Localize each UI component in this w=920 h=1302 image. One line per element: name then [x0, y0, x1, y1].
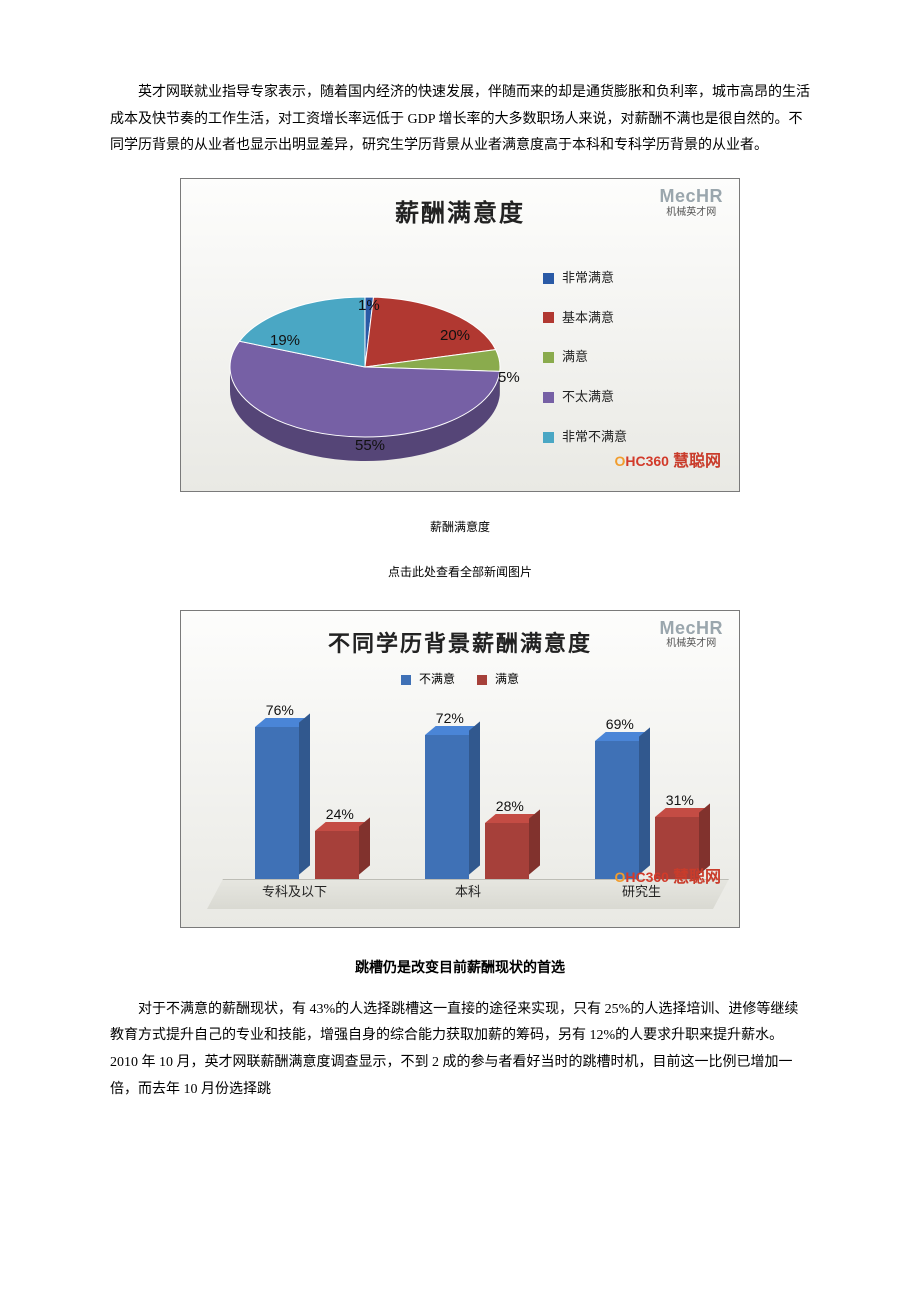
brand-logo-en: MecHR — [659, 619, 723, 639]
bar: 69% — [595, 741, 639, 879]
bar: 31% — [655, 817, 699, 879]
pie-caption: 薪酬满意度 — [110, 516, 810, 539]
legend-item: 基本满意 — [543, 306, 627, 331]
legend-label: 满意 — [495, 668, 519, 691]
bar: 72% — [425, 735, 469, 879]
body-paragraph-2: 对于不满意的薪酬现状，有 43%的人选择跳槽这一直接的途径来实现，只有 25%的… — [110, 997, 810, 1103]
legend-item: 满意 — [543, 345, 627, 370]
x-category-label: 本科 — [455, 880, 481, 905]
legend-label: 满意 — [562, 345, 588, 370]
bar-value-label: 28% — [496, 793, 524, 820]
bar-value-label: 69% — [606, 711, 634, 738]
brand-logo-cn: 机械英才网 — [659, 207, 723, 218]
legend-label: 非常满意 — [562, 266, 614, 291]
legend-item: 非常不满意 — [543, 425, 627, 450]
pie-pct-label: 19% — [270, 327, 300, 356]
legend-swatch — [543, 392, 554, 403]
legend-swatch — [401, 675, 411, 685]
bars-area: 76%24%专科及以下72%28%本科69%31%研究生 — [207, 699, 713, 909]
brand-logo-cn: 机械英才网 — [659, 638, 723, 649]
bar-chart-title: 不同学历背景薪酬满意度 — [195, 623, 725, 665]
bar-front — [485, 823, 529, 879]
legend-swatch — [543, 432, 554, 443]
pie-legend: 非常满意基本满意满意不太满意非常不满意 — [543, 266, 627, 449]
bar-group: 72% 28% — [425, 735, 529, 879]
legend-item: 满意 — [477, 668, 519, 691]
legend-label: 不太满意 — [562, 385, 614, 410]
bar: 28% — [485, 823, 529, 879]
bar-legend: 不满意 满意 — [195, 668, 725, 691]
view-all-images-link[interactable]: 点击此处查看全部新闻图片 — [110, 561, 810, 584]
brand-watermark: MecHR 机械英才网 — [659, 187, 723, 218]
bar: 24% — [315, 831, 359, 879]
section-heading: 跳槽仍是改变目前薪酬现状的首选 — [110, 954, 810, 981]
legend-swatch — [543, 312, 554, 323]
pie-chart: MecHR 机械英才网 薪酬满意度 1% 20% 5% 55% 19% 非常满意基本满意… — [180, 178, 740, 492]
bar-chart: MecHR 机械英才网 不同学历背景薪酬满意度 不满意满意 76%24%专科及以… — [180, 610, 740, 929]
legend-label: 不满意 — [419, 668, 455, 691]
brand-watermark: MecHR 机械英才网 — [659, 619, 723, 650]
bar-front — [595, 741, 639, 879]
bar-value-label: 76% — [266, 697, 294, 724]
x-category-label: 专科及以下 — [262, 880, 327, 905]
legend-label: 非常不满意 — [562, 425, 627, 450]
pie-chart-title: 薪酬满意度 — [195, 191, 725, 237]
bar-front — [315, 831, 359, 879]
bar-front — [255, 727, 299, 879]
legend-swatch — [543, 352, 554, 363]
pie-chart-wrapper: MecHR 机械英才网 薪酬满意度 1% 20% 5% 55% 19% 非常满意基本满意… — [180, 178, 740, 492]
legend-swatch — [477, 675, 487, 685]
brand-logo-en: MecHR — [659, 187, 723, 207]
bar-chart-wrapper: MecHR 机械英才网 不同学历背景薪酬满意度 不满意满意 76%24%专科及以… — [180, 610, 740, 929]
pie-pct-label: 5% — [498, 364, 520, 393]
legend-item: 非常满意 — [543, 266, 627, 291]
pie-pct-label: 1% — [358, 292, 380, 321]
bar-front — [425, 735, 469, 879]
pie-pct-label: 55% — [355, 432, 385, 461]
bar: 76% — [255, 727, 299, 879]
legend-swatch — [543, 273, 554, 284]
pie-svg — [195, 242, 525, 462]
legend-item: 不太满意 — [543, 385, 627, 410]
bar-value-label: 72% — [436, 705, 464, 732]
legend-label: 基本满意 — [562, 306, 614, 331]
bar-front — [655, 817, 699, 879]
bar-value-label: 24% — [326, 801, 354, 828]
bar-value-label: 31% — [666, 787, 694, 814]
legend-item: 不满意 — [401, 668, 455, 691]
intro-paragraph: 英才网联就业指导专家表示，随着国内经济的快速发展，伴随而来的却是通货膨胀和负利率… — [110, 80, 810, 160]
bar-group: 69% 31% — [595, 741, 699, 879]
bar-group: 76% 24% — [255, 727, 359, 879]
pie-pct-label: 20% — [440, 322, 470, 351]
x-category-label: 研究生 — [622, 880, 661, 905]
